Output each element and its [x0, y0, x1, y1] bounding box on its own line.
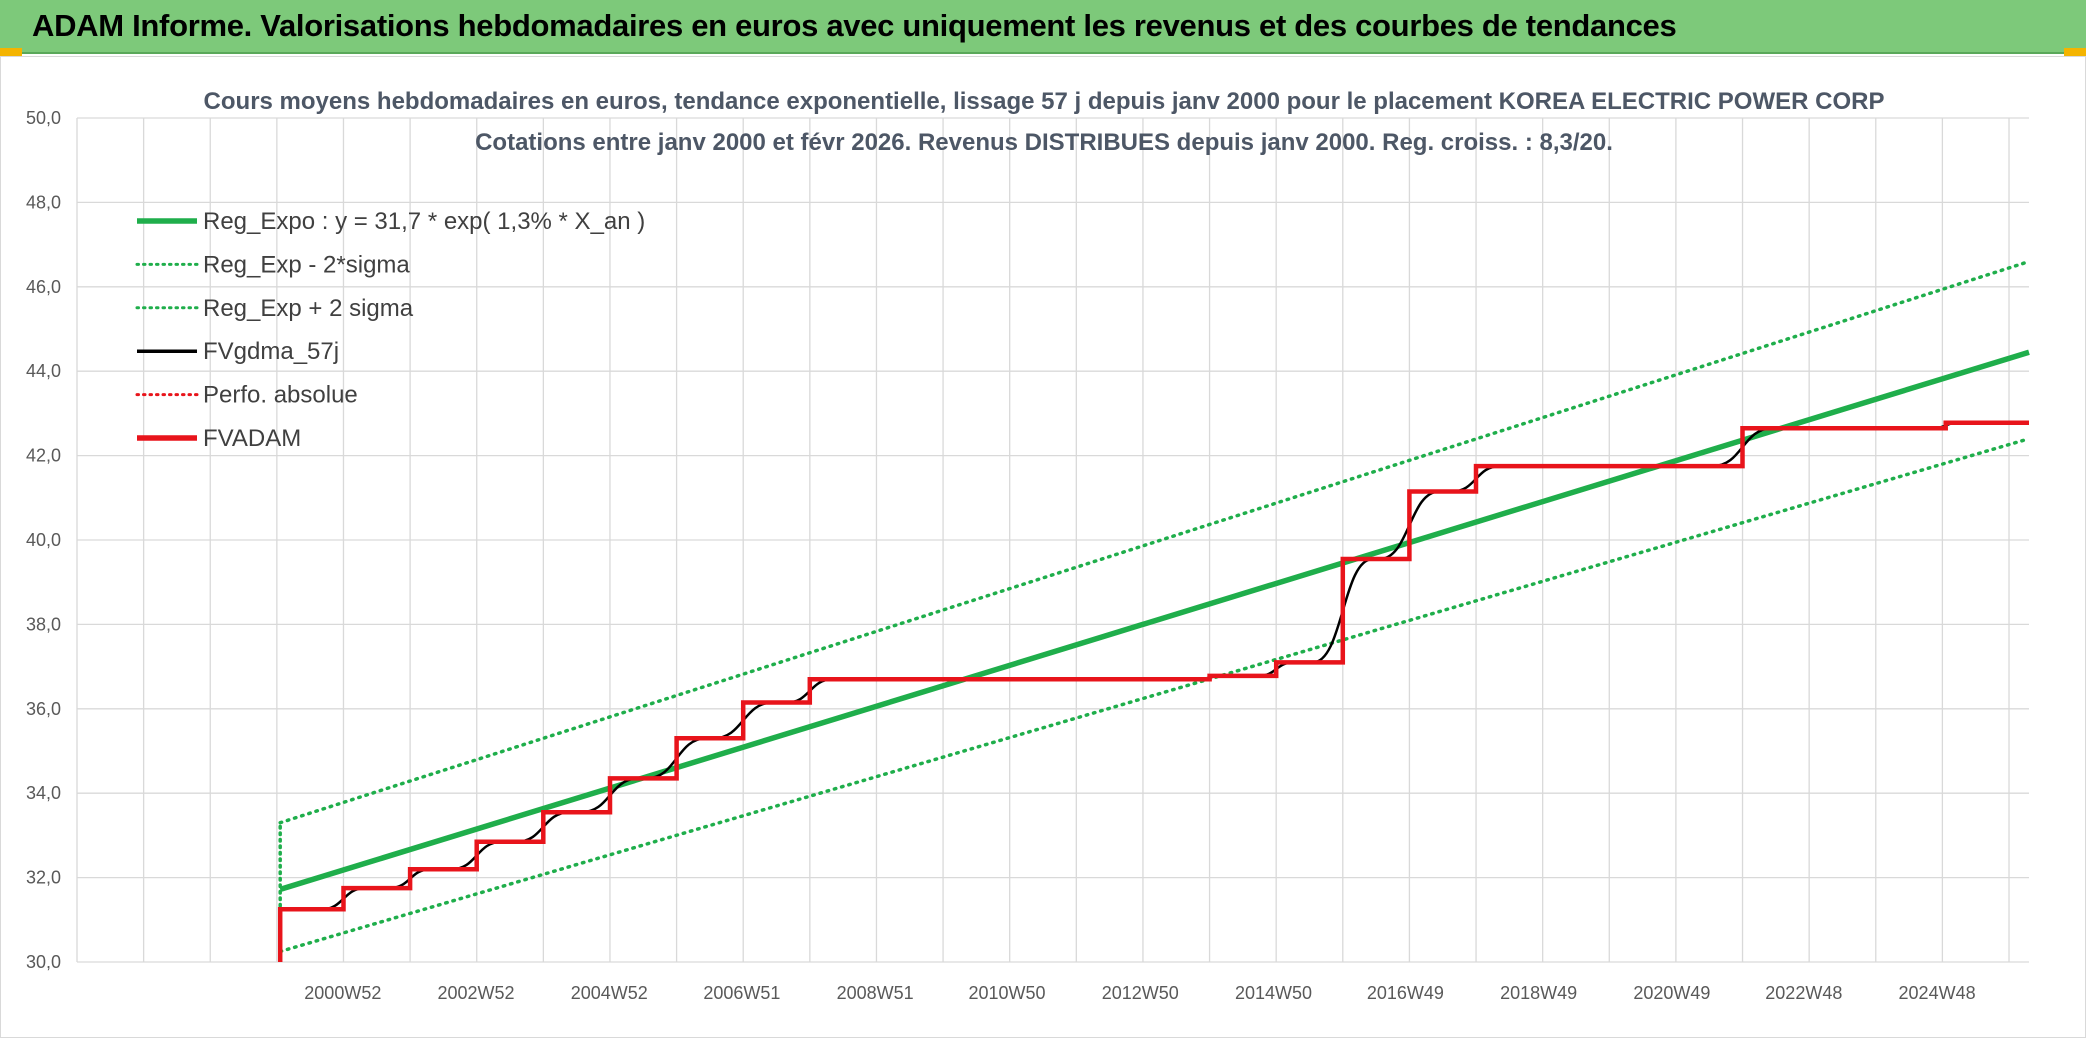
x-tick-label: 2012W50: [1102, 983, 1179, 1003]
legend-label: FVgdma_57j: [203, 338, 339, 365]
legend-label: Perfo. absolue: [203, 382, 358, 409]
corner-marker-right: [2064, 48, 2086, 56]
x-tick-label: 2006W51: [703, 983, 780, 1003]
x-tick-label: 2000W52: [304, 983, 381, 1003]
x-tick-label: 2002W52: [438, 983, 515, 1003]
legend: Reg_Expo : y = 31,7 * exp( 1,3% * X_an )…: [135, 208, 645, 452]
x-tick-label: 2020W49: [1633, 983, 1710, 1003]
y-tick-label: 42,0: [26, 446, 61, 466]
y-tick-label: 50,0: [26, 108, 61, 128]
y-tick-label: 32,0: [26, 868, 61, 888]
corner-marker-left: [0, 48, 22, 56]
series-reg-exp-minus-2sigma: [278, 436, 2031, 954]
y-tick-label: 36,0: [26, 699, 61, 719]
chart-title-line-2: Cotations entre janv 2000 et févr 2026. …: [475, 129, 1613, 156]
x-tick-label: 2022W48: [1765, 983, 1842, 1003]
x-tick-label: 2018W49: [1500, 983, 1577, 1003]
x-tick-label: 2014W50: [1235, 983, 1312, 1003]
chart-title-line-1: Cours moyens hebdomadaires en euros, ten…: [204, 88, 1885, 115]
x-axis-ticks: 2000W52 2002W52 2004W52 2006W51 2008W51 2010W…: [304, 983, 1975, 1003]
legend-label: Reg_Expo : y = 31,7 * exp( 1,3% * X_an ): [203, 208, 645, 235]
x-tick-label: 2008W51: [837, 983, 914, 1003]
legend-label: Reg_Exp + 2 sigma: [203, 295, 414, 322]
grid-lines: [76, 117, 2029, 963]
y-tick-label: 34,0: [26, 783, 61, 803]
header-bar: ADAM Informe. Valorisations hebdomadaire…: [0, 0, 2086, 54]
series-lines: [277, 259, 2031, 962]
legend-label: Reg_Exp - 2*sigma: [203, 251, 410, 278]
report-title: ADAM Informe. Valorisations hebdomadaire…: [32, 8, 1677, 43]
y-axis-ticks: 30,0 32,0 34,0 36,0 38,0 40,0 42,0 44,0 46,0 48,0…: [26, 108, 61, 972]
y-tick-label: 46,0: [26, 277, 61, 297]
x-tick-label: 2024W48: [1899, 983, 1976, 1003]
y-tick-label: 40,0: [26, 530, 61, 550]
series-reg-exp-plus-2sigma: [278, 259, 2031, 825]
legend-label: FVADAM: [203, 425, 301, 452]
y-tick-label: 48,0: [26, 192, 61, 212]
x-tick-label: 2010W50: [969, 983, 1046, 1003]
y-tick-label: 44,0: [26, 361, 61, 381]
series-fvadam: [277, 420, 2029, 962]
y-tick-label: 38,0: [26, 614, 61, 634]
chart-svg: Cours moyens hebdomadaires en euros, ten…: [26, 88, 2031, 1003]
x-tick-label: 2016W49: [1367, 983, 1444, 1003]
series-reg-expo: [279, 349, 2030, 893]
y-tick-label: 30,0: [26, 952, 61, 972]
x-tick-label: 2004W52: [571, 983, 648, 1003]
chart-area: Cours moyens hebdomadaires en euros, ten…: [0, 56, 2086, 1038]
